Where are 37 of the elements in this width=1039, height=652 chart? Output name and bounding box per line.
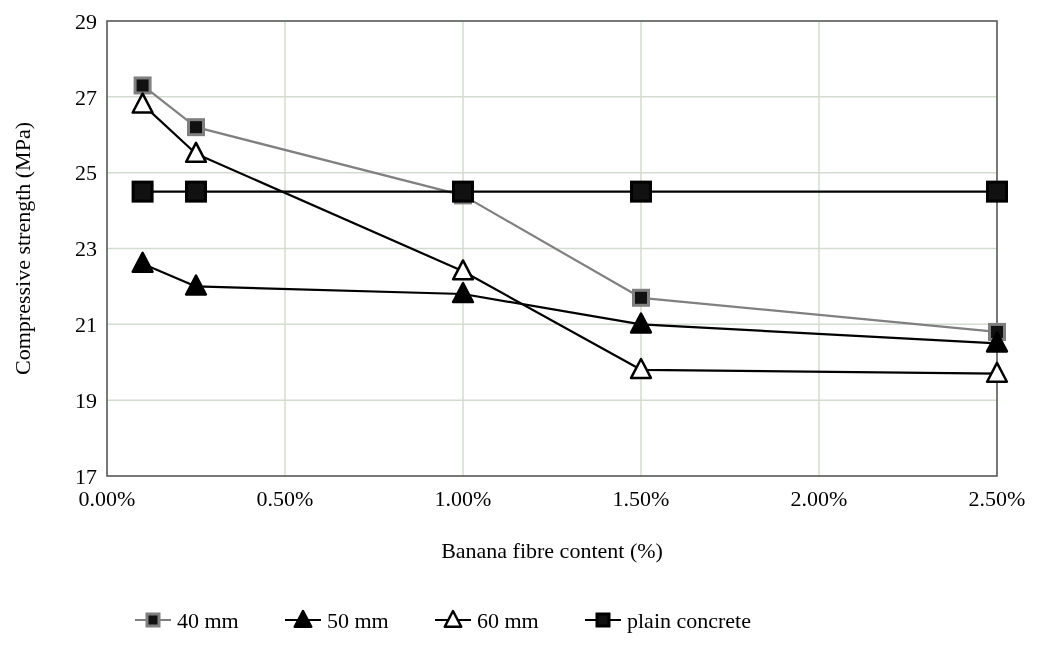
point xyxy=(131,180,154,203)
x-tick-label: 2.00% xyxy=(790,486,848,511)
y-tick-label: 17 xyxy=(75,463,97,489)
point xyxy=(131,92,154,114)
legend-label: plain concrete xyxy=(627,607,751,633)
y-tick-label: 25 xyxy=(75,160,97,186)
y-tick-label: 21 xyxy=(75,312,97,338)
point xyxy=(451,259,475,281)
y-tick-label: 19 xyxy=(75,387,97,413)
point xyxy=(452,180,474,203)
legend-label: 50 mm xyxy=(327,607,389,633)
x-axis-title: Banana fibre content (%) xyxy=(441,538,663,563)
point xyxy=(131,251,154,274)
point xyxy=(133,76,152,95)
point xyxy=(629,357,653,380)
point xyxy=(632,288,650,307)
y-tick-label: 29 xyxy=(75,8,97,34)
x-tick-label: 1.50% xyxy=(612,486,670,511)
y-axis-title: Compressive strength (MPa) xyxy=(10,122,35,375)
x-tick-label: 1.00% xyxy=(434,486,492,511)
y-tick-label: 23 xyxy=(75,236,97,262)
point xyxy=(184,274,208,296)
point xyxy=(187,118,205,137)
point xyxy=(985,331,1009,353)
point xyxy=(630,180,652,203)
x-tick-label: 0.50% xyxy=(256,486,314,511)
legend-label: 40 mm xyxy=(177,607,239,633)
point xyxy=(629,312,653,334)
y-tick-label: 27 xyxy=(75,84,97,110)
x-tick-label: 0.00% xyxy=(78,486,136,511)
point xyxy=(986,180,1008,203)
legend-label: 60 mm xyxy=(477,607,539,633)
x-tick-label: 2.50% xyxy=(968,486,1026,511)
point xyxy=(451,281,475,304)
point xyxy=(184,141,208,164)
point xyxy=(185,180,207,203)
point xyxy=(985,361,1009,383)
